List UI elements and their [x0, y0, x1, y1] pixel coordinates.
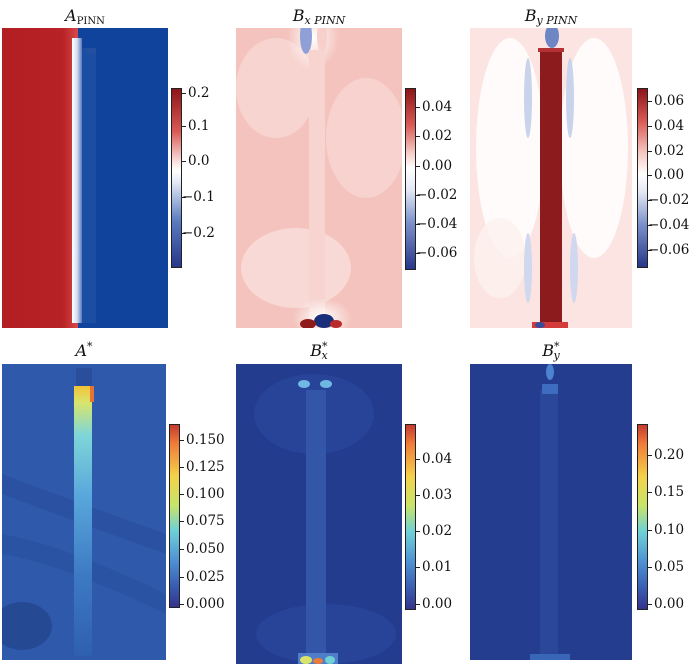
colorbar	[637, 88, 648, 268]
heatmap-image	[470, 364, 632, 660]
colorbar-tick: 0.03	[422, 487, 453, 503]
colorbar-tick: −0.2	[182, 225, 215, 241]
colorbar-tick: 0.02	[422, 128, 453, 144]
panel-title: B*y	[542, 340, 560, 362]
colorbar-tick: 0.075	[186, 513, 225, 529]
colorbar-tick: 0.00	[422, 596, 453, 612]
colorbar-tick: 0.2	[188, 85, 210, 101]
colorbar	[405, 88, 416, 270]
heatmap-a-pinn	[2, 28, 168, 328]
panel-title: Bx PINN	[292, 6, 346, 27]
heatmap-by-star	[470, 364, 632, 660]
heatmap-a-star	[2, 364, 166, 660]
colorbar-tick: −0.04	[648, 217, 690, 233]
colorbar-tick: 0.06	[654, 93, 685, 109]
colorbar-tick: −0.04	[416, 216, 458, 232]
heatmap-bx-pinn	[236, 28, 402, 328]
panel-title: APINN	[65, 6, 105, 27]
colorbar	[169, 424, 180, 608]
colorbar-tick: 0.125	[186, 459, 225, 475]
colorbar-tick: 0.15	[654, 484, 685, 500]
colorbar-tick: 0.050	[186, 541, 225, 557]
colorbar-tick: 0.00	[654, 167, 685, 183]
colorbar-tick: −0.02	[648, 192, 690, 208]
heatmap-bx-star	[236, 364, 402, 664]
colorbar-tick: 0.02	[654, 143, 685, 159]
colorbar	[405, 424, 416, 610]
colorbar-tick: 0.20	[654, 447, 685, 463]
colorbar-tick: −0.02	[416, 187, 458, 203]
colorbar-tick: 0.100	[186, 486, 225, 502]
colorbar-tick: 0.04	[422, 451, 453, 467]
colorbar-tick: 0.04	[422, 99, 453, 115]
heatmap-image	[2, 364, 166, 660]
panel-title: A*	[75, 340, 93, 360]
colorbar-tick: 0.150	[186, 432, 225, 448]
colorbar-tick: 0.1	[188, 118, 210, 134]
heatmap-by-pinn	[470, 28, 632, 328]
colorbar-tick: 0.0	[188, 153, 210, 169]
colorbar-tick: 0.025	[186, 569, 225, 585]
colorbar	[171, 88, 182, 268]
colorbar-tick: −0.06	[416, 245, 458, 261]
heatmap-image	[2, 28, 168, 328]
colorbar-tick: 0.05	[654, 559, 685, 575]
heatmap-image	[236, 28, 402, 328]
colorbar	[637, 424, 648, 610]
colorbar-tick: 0.000	[186, 596, 225, 612]
colorbar-tick: −0.1	[182, 189, 215, 205]
panel-title: By PINN	[524, 6, 578, 27]
heatmap-image	[470, 28, 632, 328]
colorbar-tick: −0.06	[648, 242, 690, 258]
colorbar-tick: 0.10	[654, 522, 685, 538]
colorbar-tick: 0.04	[654, 118, 685, 134]
colorbar-tick: 0.01	[422, 559, 453, 575]
colorbar-tick: 0.00	[654, 596, 685, 612]
colorbar-tick: 0.00	[422, 158, 453, 174]
panel-title: B*x	[310, 340, 328, 362]
colorbar-tick: 0.02	[422, 523, 453, 539]
heatmap-image	[236, 364, 402, 664]
